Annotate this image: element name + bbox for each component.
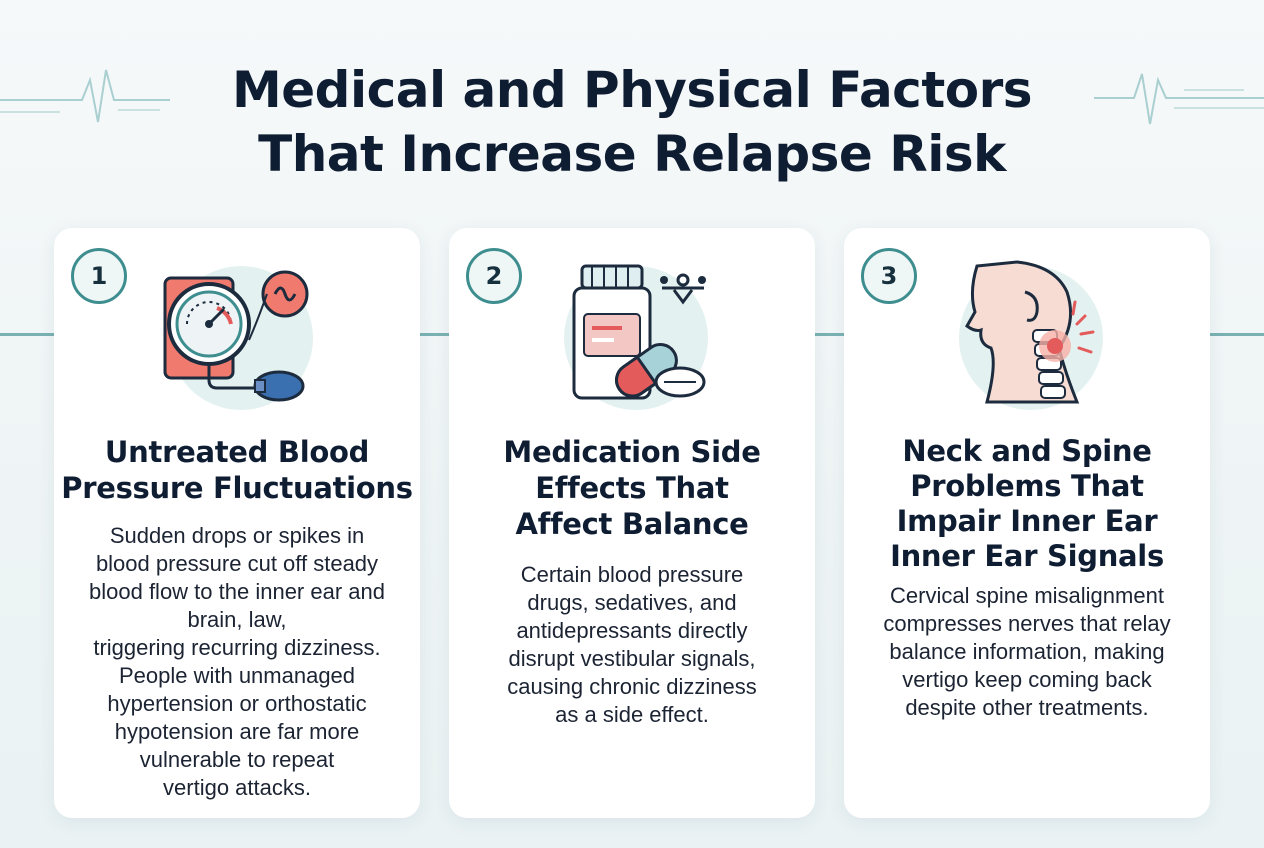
card-body-line: hypotension are far more bbox=[114, 719, 360, 744]
card-body-line: vertigo keep coming back bbox=[902, 667, 1152, 692]
card-description: Cervical spine misalignment compresses n… bbox=[856, 582, 1198, 722]
step-number-badge: 3 bbox=[861, 248, 917, 304]
card-body-line: drugs, sedatives, and bbox=[527, 590, 737, 615]
card-title: Untreated Blood Pressure Fluctuations bbox=[54, 434, 420, 506]
card-body-line: disrupt vestibular signals, bbox=[508, 646, 756, 671]
card-body-line: causing chronic dizziness bbox=[507, 674, 757, 699]
card-body-line: antidepressants directly bbox=[516, 618, 748, 643]
card-body-line: blood pressure cut off steady bbox=[95, 551, 379, 576]
card-body-line: balance information, making bbox=[889, 639, 1165, 664]
card-body-line: blood flow to the inner ear and bbox=[89, 579, 385, 604]
card-body-line: Cervical spine misalignment bbox=[890, 583, 1164, 608]
factor-card-medication: 2 bbox=[449, 228, 815, 818]
card-body-line: People with unmanaged bbox=[118, 663, 356, 688]
card-title-line: Medication Side bbox=[503, 435, 761, 469]
card-body-line: Sudden drops or spikes in bbox=[109, 523, 365, 548]
card-body-line: compresses nerves that relay bbox=[883, 611, 1171, 636]
card-title-line: Inner Ear Signals bbox=[890, 539, 1164, 573]
card-body-line: as a side effect. bbox=[555, 702, 709, 727]
card-title-line: Neck and Spine bbox=[902, 434, 1152, 468]
page-title: Medical and Physical Factors That Increa… bbox=[0, 58, 1264, 186]
factor-card-neck-spine: 3 Neck and Spine Problems That Impair In… bbox=[844, 228, 1210, 818]
card-body-line: vulnerable to repeat bbox=[139, 747, 335, 772]
card-body-line: vertigo attacks. bbox=[163, 775, 311, 800]
card-body-line: brain, law, bbox=[187, 607, 287, 632]
step-number-badge: 1 bbox=[71, 248, 127, 304]
card-title: Medication Side Effects That Affect Bala… bbox=[449, 434, 815, 542]
factor-card-blood-pressure: 1 Untreated Blood Pressure Fluctu bbox=[54, 228, 420, 818]
blood-pressure-gauge-icon bbox=[157, 252, 319, 414]
card-body-line: triggering recurring dizziness. bbox=[93, 635, 381, 660]
card-description: Sudden drops or spikes in blood pressure… bbox=[66, 522, 408, 802]
title-line-2: That Increase Relapse Risk bbox=[258, 125, 1006, 183]
card-description: Certain blood pressure drugs, sedatives,… bbox=[461, 561, 803, 729]
card-title-line: Affect Balance bbox=[515, 507, 749, 541]
card-body-line: hypertension or orthostatic bbox=[107, 691, 367, 716]
title-line-1: Medical and Physical Factors bbox=[232, 61, 1033, 119]
card-title-line: Pressure Fluctuations bbox=[61, 471, 413, 505]
neck-spine-icon bbox=[947, 252, 1109, 414]
card-title-line: Untreated Blood bbox=[104, 435, 370, 469]
card-title-line: Problems That bbox=[910, 469, 1144, 503]
card-body-line: Certain blood pressure bbox=[520, 562, 744, 587]
card-title: Neck and Spine Problems That Impair Inne… bbox=[844, 434, 1210, 574]
card-body-line: despite other treatments. bbox=[905, 695, 1149, 720]
step-number-badge: 2 bbox=[466, 248, 522, 304]
ecg-line-left-icon bbox=[0, 69, 170, 123]
medication-bottle-pills-icon bbox=[552, 252, 714, 414]
card-title-line: Impair Inner Ear bbox=[896, 504, 1158, 538]
card-title-line: Effects That bbox=[535, 471, 729, 505]
ecg-line-right-icon bbox=[1094, 73, 1264, 125]
